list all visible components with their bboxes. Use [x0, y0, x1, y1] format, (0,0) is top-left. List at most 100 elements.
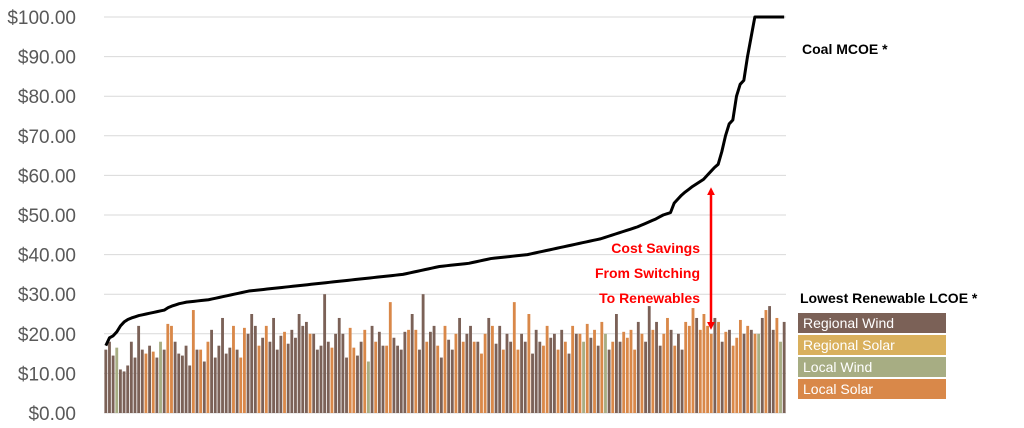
bar	[647, 306, 651, 413]
bar	[159, 341, 162, 413]
bar	[655, 321, 658, 413]
bar-series	[104, 294, 786, 413]
bar	[403, 331, 407, 413]
bar	[520, 333, 524, 413]
bar	[439, 357, 443, 413]
bar	[253, 325, 257, 413]
coal-mcoe-label: Coal MCOE *	[802, 41, 888, 57]
bar	[239, 357, 243, 413]
bar	[545, 325, 549, 413]
y-tick-label: $20.00	[18, 325, 76, 346]
bar	[308, 333, 312, 413]
legend-item: Local Wind	[798, 357, 946, 377]
y-tick-label: $100.00	[7, 8, 76, 29]
bar	[556, 349, 560, 413]
bar	[764, 310, 768, 413]
bar	[133, 357, 137, 413]
bar	[385, 345, 389, 413]
bar	[304, 321, 308, 413]
bar	[720, 341, 724, 413]
bar	[531, 353, 534, 413]
annotation-text-line: From Switching	[595, 265, 700, 281]
bar	[217, 345, 221, 413]
bar	[691, 308, 695, 413]
bar	[724, 331, 728, 413]
bar	[738, 319, 742, 413]
bar	[450, 349, 454, 413]
bar	[425, 341, 429, 413]
bar	[560, 329, 564, 413]
y-tick-label: $50.00	[18, 206, 76, 227]
bar	[494, 343, 498, 413]
bar	[563, 341, 567, 413]
bar	[315, 349, 319, 413]
bar	[414, 329, 418, 413]
bar	[549, 337, 553, 413]
legend-swatch	[798, 313, 946, 333]
y-tick-label: $30.00	[18, 285, 76, 306]
bar	[337, 317, 341, 413]
bar	[614, 314, 618, 413]
bar	[771, 329, 775, 413]
legend-swatch	[798, 379, 946, 399]
annotation-text-line: To Renewables	[599, 290, 700, 306]
bar	[283, 331, 286, 413]
bar	[104, 349, 108, 413]
bar	[366, 361, 370, 413]
bar	[184, 345, 188, 413]
bar	[202, 361, 206, 413]
bar	[516, 349, 520, 413]
bar	[370, 325, 374, 413]
bar	[636, 321, 640, 413]
bar	[757, 333, 761, 413]
bar	[396, 345, 400, 413]
bar	[483, 333, 487, 413]
legend-item: Local Solar	[798, 379, 946, 399]
bar	[170, 325, 173, 413]
bar	[713, 317, 717, 413]
bar	[731, 345, 735, 413]
bar	[388, 302, 392, 413]
bar	[286, 343, 290, 413]
bar	[268, 341, 272, 413]
bar	[680, 349, 684, 413]
y-tick-label: $0.00	[28, 404, 76, 423]
bar	[498, 325, 502, 413]
bar	[487, 317, 491, 413]
bar	[228, 347, 232, 413]
bar	[622, 331, 626, 413]
bar	[447, 339, 451, 413]
legend-swatch	[798, 335, 946, 355]
bar	[480, 353, 483, 413]
bar	[578, 333, 582, 413]
bar	[735, 337, 739, 413]
bar	[137, 325, 141, 413]
y-tick-label: $80.00	[18, 87, 76, 108]
bar	[644, 341, 648, 413]
bar	[753, 333, 757, 413]
bar	[334, 333, 338, 413]
bar	[180, 355, 184, 413]
bar	[687, 325, 691, 413]
bar	[148, 345, 152, 413]
annotation: Cost Savings From Switching To Renewables	[595, 187, 715, 330]
bar	[319, 345, 323, 413]
bar	[625, 337, 629, 413]
bar	[709, 333, 713, 413]
bar	[246, 333, 250, 413]
legend-label: Regional Wind	[803, 315, 894, 331]
bar	[272, 317, 276, 413]
bar	[629, 329, 633, 413]
bar	[118, 369, 122, 413]
bar	[472, 341, 476, 413]
bar	[607, 349, 611, 413]
bar	[421, 294, 425, 413]
bar	[505, 333, 509, 413]
bar	[669, 329, 673, 413]
bar	[458, 317, 462, 413]
bar	[490, 325, 494, 413]
bar	[301, 325, 305, 413]
bar	[509, 341, 513, 413]
